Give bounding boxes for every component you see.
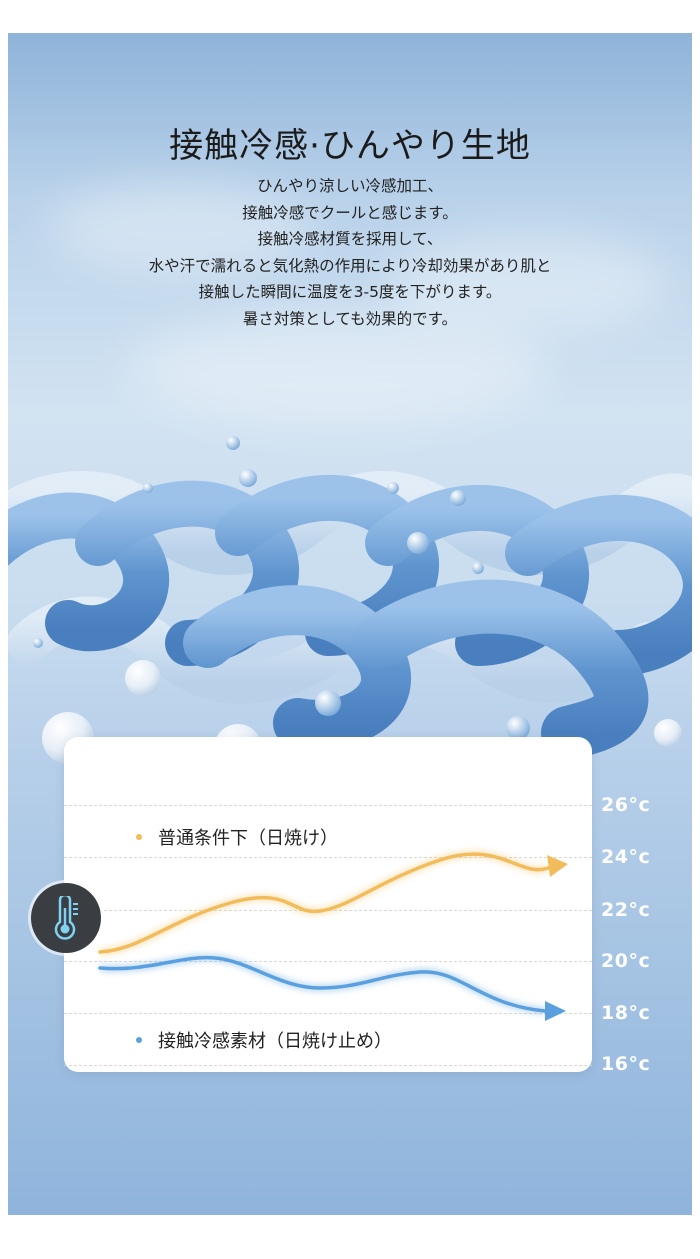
gridline xyxy=(64,1013,592,1014)
legend-label: 接触冷感素材（日焼け止め） xyxy=(158,1031,392,1052)
gridline xyxy=(64,1065,592,1066)
thermometer-badge xyxy=(31,883,101,953)
y-tick-label: 24°c xyxy=(601,846,651,868)
cloud xyxy=(128,313,548,423)
orange-curve-glow xyxy=(99,850,550,956)
description-line: 接触した瞬間に温度を3-5度を下がります。 xyxy=(198,283,502,301)
blue-arrowhead xyxy=(545,1001,566,1021)
legend-label: 普通条件下（日焼け） xyxy=(158,828,338,849)
temperature-chart-card xyxy=(64,737,592,1072)
description-line: 接触冷感材質を採用して、 xyxy=(257,230,443,248)
description-line: 暑さ対策としても効果的です。 xyxy=(242,309,458,328)
blue-curve xyxy=(98,955,547,1013)
orange-arrowhead xyxy=(547,855,568,877)
y-tick-label: 26°c xyxy=(601,794,651,816)
cloud xyxy=(48,183,308,273)
legend-dot-orange xyxy=(136,834,142,840)
y-tick-label: 16°c xyxy=(601,1053,651,1075)
legend-dot-blue xyxy=(136,1037,142,1043)
gridline xyxy=(64,805,592,806)
description-line: ひんやり涼しい冷感加工、 xyxy=(256,177,443,195)
legend-item-orange: 普通条件下（日焼け） xyxy=(136,824,338,850)
y-tick-label: 18°c xyxy=(601,1002,651,1024)
description-line: 接触冷感でクールと感じます。 xyxy=(242,203,458,222)
cloud xyxy=(388,233,668,333)
y-tick-label: 22°c xyxy=(601,899,651,921)
page-title: 接触冷感·ひんやり生地 xyxy=(169,126,531,166)
blue-curve-glow xyxy=(99,953,546,1015)
gridline xyxy=(64,961,592,962)
y-tick-label: 20°c xyxy=(601,950,651,972)
description: ひんやり涼しい冷感加工、 接触冷感でクールと感じます。 接触冷感材質を採用して、… xyxy=(8,173,692,332)
description-line: 水や汗で濡れると気化熱の作用により冷却効果があり肌と xyxy=(148,256,552,275)
legend-item-blue: 接触冷感素材（日焼け止め） xyxy=(136,1027,392,1053)
orange-curve xyxy=(98,852,550,954)
thermometer-icon xyxy=(54,896,78,940)
gridline xyxy=(64,857,592,858)
